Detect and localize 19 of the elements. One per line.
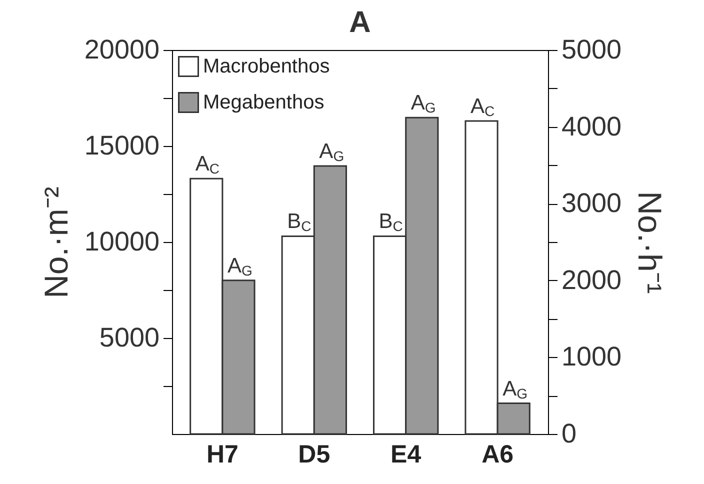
y2-tick-label: 2000 bbox=[562, 264, 622, 295]
y-tick-label: 5000 bbox=[99, 322, 160, 352]
x-tick-label: A6 bbox=[482, 440, 514, 468]
x-tick-label: E4 bbox=[390, 440, 422, 468]
legend-label: Megabenthos bbox=[203, 92, 324, 114]
y2-tick-label: 5000 bbox=[562, 34, 622, 64]
y-tick-label: 15000 bbox=[84, 130, 160, 160]
y2-tick-label: 3000 bbox=[562, 188, 622, 218]
chart-title: A bbox=[349, 6, 371, 39]
x-tick-label: D5 bbox=[298, 440, 330, 468]
y2-axis-title: No.·h⁻¹ bbox=[632, 191, 669, 294]
y2-tick-label: 1000 bbox=[562, 342, 622, 372]
x-tick-label: H7 bbox=[206, 440, 238, 468]
y-tick-label: 20000 bbox=[84, 34, 160, 64]
y-axis-title: No.·m⁻² bbox=[37, 186, 74, 298]
y2-tick-label: 0 bbox=[562, 418, 577, 448]
legend-label: Macrobenthos bbox=[203, 56, 330, 78]
y2-tick-label: 4000 bbox=[562, 111, 622, 142]
y-tick-label: 10000 bbox=[84, 226, 160, 256]
